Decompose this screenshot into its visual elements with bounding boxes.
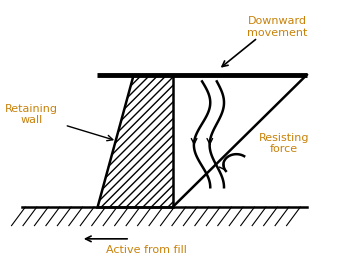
Text: Retaining
wall: Retaining wall	[5, 104, 58, 125]
Text: Resisting
force: Resisting force	[259, 133, 309, 154]
Text: Active from fill: Active from fill	[106, 245, 187, 255]
Polygon shape	[97, 75, 173, 207]
Text: Downward
movement: Downward movement	[247, 16, 308, 38]
